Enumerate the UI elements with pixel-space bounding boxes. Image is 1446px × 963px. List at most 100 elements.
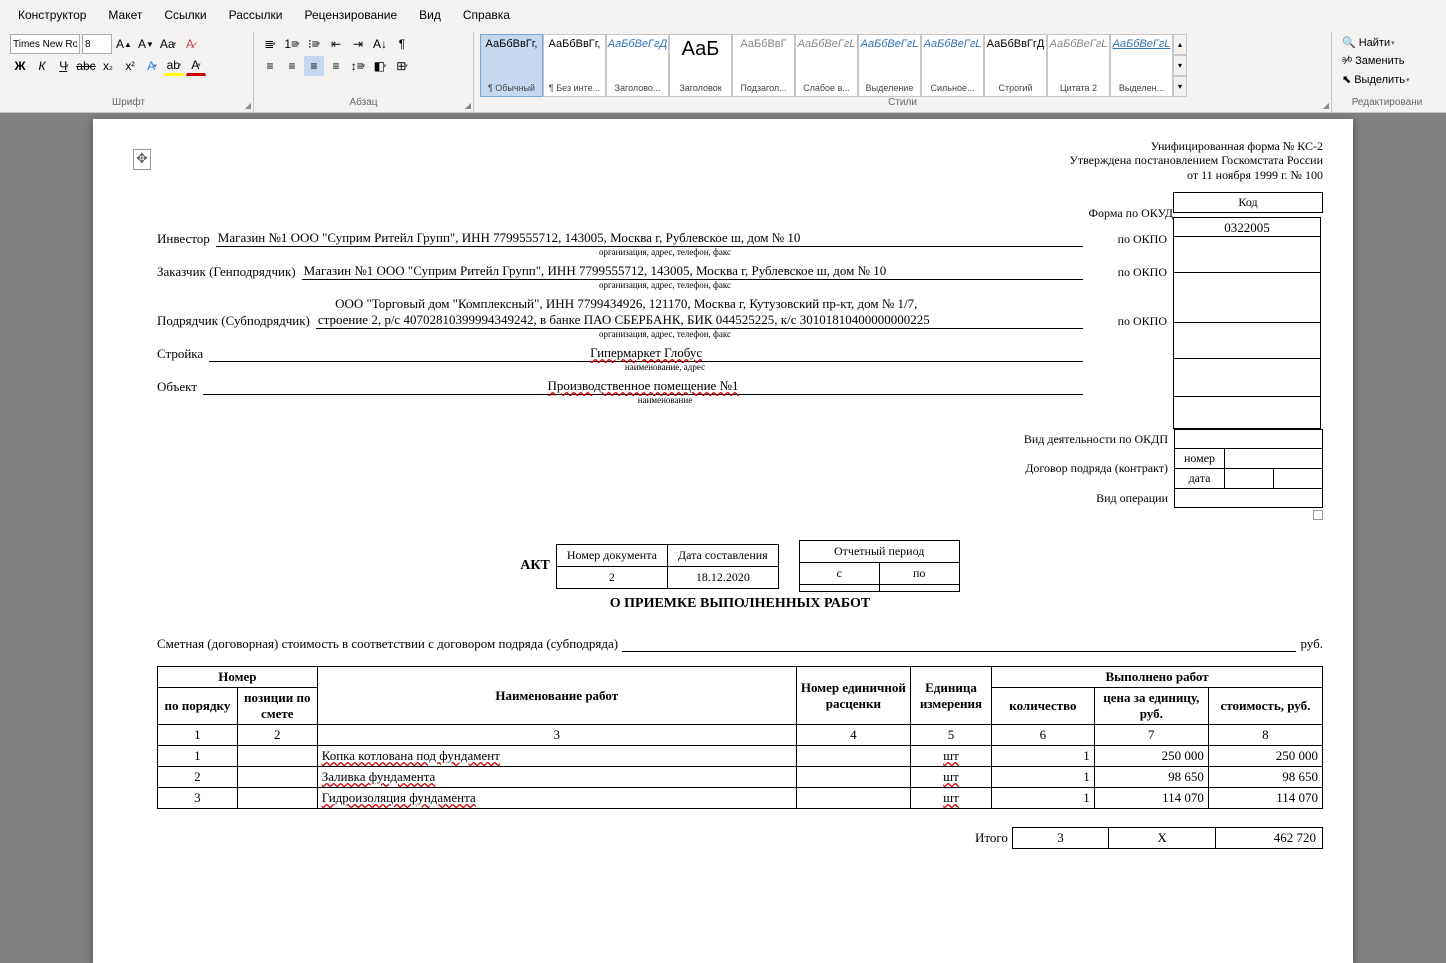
- tab-references[interactable]: Ссылки: [162, 4, 208, 26]
- docnum-value: 2: [556, 566, 667, 588]
- change-case-button[interactable]: Aa▾: [158, 34, 178, 54]
- sort-button[interactable]: A↓: [370, 34, 390, 54]
- docnum-header: Номер документа: [556, 544, 667, 566]
- col-num: 2: [237, 725, 317, 746]
- align-center-button[interactable]: ≡: [282, 56, 302, 76]
- decrease-indent-button[interactable]: ⇤: [326, 34, 346, 54]
- form-header: Унифицированная форма № КС-2 Утверждена …: [157, 139, 1323, 182]
- total-cost: 462 720: [1216, 828, 1323, 849]
- ribbon: Конструктор Макет Ссылки Рассылки Реценз…: [0, 0, 1446, 113]
- bold-button[interactable]: Ж: [10, 56, 30, 76]
- contractor-label: Подрядчик (Субподрядчик): [157, 313, 316, 329]
- page[interactable]: ✥ Унифицированная форма № КС-2 Утвержден…: [93, 119, 1353, 963]
- subscript-button[interactable]: x₂: [98, 56, 118, 76]
- highlight-button[interactable]: ab▾: [164, 56, 184, 76]
- th-qty: количество: [992, 688, 1095, 725]
- tab-mailings[interactable]: Рассылки: [227, 4, 285, 26]
- text-effects-button[interactable]: A▾: [142, 56, 162, 76]
- code-table: Код: [1173, 192, 1323, 213]
- underline-button[interactable]: Ч▾: [54, 56, 74, 76]
- gallery-down-icon[interactable]: ▾: [1173, 55, 1187, 76]
- tab-help[interactable]: Справка: [461, 4, 512, 26]
- line-spacing-button[interactable]: ↕≡▾: [348, 56, 368, 76]
- akt-label: АКТ: [520, 558, 556, 574]
- superscript-button[interactable]: x²: [120, 56, 140, 76]
- okpo-label-1: по ОКПО: [1083, 232, 1173, 247]
- col-num: 3: [317, 725, 796, 746]
- checkbox-marker[interactable]: [1313, 510, 1323, 520]
- tab-layout[interactable]: Макет: [106, 4, 144, 26]
- contract-date-label: дата: [1175, 469, 1225, 489]
- customer-label: Заказчик (Генподрядчик): [157, 264, 302, 280]
- okdp-label: Вид деятельности по ОКДП: [1018, 430, 1175, 449]
- col-num: 7: [1094, 725, 1208, 746]
- shading-button[interactable]: ◧▾: [370, 56, 390, 76]
- period-table: Отчетный период спо: [799, 540, 960, 592]
- grow-font-button[interactable]: A▲: [114, 34, 134, 54]
- group-font-label: Шрифт: [10, 97, 247, 110]
- style-item-1[interactable]: АаБбВвГг,¶ Без инте...: [543, 34, 606, 97]
- style-item-10[interactable]: АаБбВеГгLВыделен...: [1110, 34, 1173, 97]
- group-styles-label: Стили: [480, 97, 1325, 110]
- align-left-button[interactable]: ≡: [260, 56, 280, 76]
- show-marks-button[interactable]: ¶: [392, 34, 412, 54]
- clear-formatting-button[interactable]: A̷: [180, 34, 200, 54]
- group-styles: АаБбВвГг,¶ ОбычныйАаБбВвГг,¶ Без инте...…: [474, 32, 1332, 112]
- total-label: Итого: [938, 828, 1013, 849]
- style-item-6[interactable]: АаБбВеГгLВыделение: [858, 34, 921, 97]
- okud-value: 0322005: [1173, 217, 1321, 237]
- shrink-font-button[interactable]: A▼: [136, 34, 156, 54]
- multilevel-button[interactable]: ⁝≡▾: [304, 34, 324, 54]
- contract-num-label: номер: [1175, 449, 1225, 469]
- style-item-7[interactable]: АаБбВеГгLСильное...: [921, 34, 984, 97]
- font-size-combo[interactable]: [82, 34, 112, 54]
- contract-label: Договор подряда (контракт): [1018, 449, 1175, 489]
- font-dialog-launcher-icon[interactable]: ◢: [245, 101, 251, 110]
- style-item-0[interactable]: АаБбВвГг,¶ Обычный: [480, 34, 543, 97]
- paragraph-dialog-launcher-icon[interactable]: ◢: [465, 101, 471, 110]
- tab-view[interactable]: Вид: [417, 4, 443, 26]
- th-price: цена за единицу, руб.: [1094, 688, 1208, 725]
- document-area[interactable]: ✥ Унифицированная форма № КС-2 Утвержден…: [0, 113, 1446, 963]
- okpo-label-2: по ОКПО: [1083, 265, 1173, 280]
- strikethrough-button[interactable]: abc: [76, 56, 96, 76]
- th-number: Номер: [158, 667, 318, 688]
- contractor-value-l2: строение 2, р/с 40702810399994349242, в …: [316, 312, 1083, 329]
- increase-indent-button[interactable]: ⇥: [348, 34, 368, 54]
- style-item-8[interactable]: АаБбВвГгДСтрогий: [984, 34, 1047, 97]
- styles-dialog-launcher-icon[interactable]: ◢: [1323, 101, 1329, 110]
- table-anchor-icon[interactable]: ✥: [133, 149, 151, 170]
- gallery-more-icon[interactable]: ▾: [1173, 76, 1187, 97]
- italic-button[interactable]: К: [32, 56, 52, 76]
- docnum-table: Номер документаДата составления 218.12.2…: [556, 544, 779, 589]
- th-rate: Номер единичной расценки: [796, 667, 910, 725]
- style-item-3[interactable]: АаБЗаголовок: [669, 34, 732, 97]
- style-item-5[interactable]: АаБбВеГгLСлабое в...: [795, 34, 858, 97]
- borders-button[interactable]: ⊞▾: [392, 56, 412, 76]
- replace-button[interactable]: ᵃ⁄ᵇЗаменить: [1338, 53, 1436, 69]
- style-item-2[interactable]: АаБбВеГгДЗаголово...: [606, 34, 669, 97]
- th-pos: позиции по смете: [237, 688, 317, 725]
- okpo-box-3: [1173, 323, 1321, 359]
- th-order: по порядку: [158, 688, 238, 725]
- font-color-button[interactable]: A▾: [186, 56, 206, 76]
- col-num: 1: [158, 725, 238, 746]
- cursor-icon: ⬉: [1342, 73, 1351, 86]
- align-right-button[interactable]: ≡: [304, 56, 324, 76]
- group-paragraph: ≣▾ 1≡▾ ⁝≡▾ ⇤ ⇥ A↓ ¶ ≡ ≡ ≡ ≡ ↕≡▾ ◧▾ ⊞▾: [254, 32, 474, 112]
- find-button[interactable]: 🔍Найти▾: [1338, 34, 1436, 51]
- select-button[interactable]: ⬉Выделить▾: [1338, 71, 1436, 88]
- gallery-up-icon[interactable]: ▴: [1173, 34, 1187, 55]
- style-item-4[interactable]: АаБбВвГПодзагол...: [732, 34, 795, 97]
- total-table: Итого 3 X 462 720: [157, 827, 1323, 849]
- numbering-button[interactable]: 1≡▾: [282, 34, 302, 54]
- period-to-header: по: [879, 563, 959, 585]
- justify-button[interactable]: ≡: [326, 56, 346, 76]
- document-title: О ПРИЕМКЕ ВЫПОЛНЕННЫХ РАБОТ: [157, 596, 1323, 612]
- font-name-combo[interactable]: [10, 34, 80, 54]
- bullets-button[interactable]: ≣▾: [260, 34, 280, 54]
- tab-constructor[interactable]: Конструктор: [16, 4, 88, 26]
- tab-review[interactable]: Рецензирование: [303, 4, 400, 26]
- style-item-9[interactable]: АаБбВеГгLЦитата 2: [1047, 34, 1110, 97]
- docdate-value: 18.12.2020: [667, 566, 778, 588]
